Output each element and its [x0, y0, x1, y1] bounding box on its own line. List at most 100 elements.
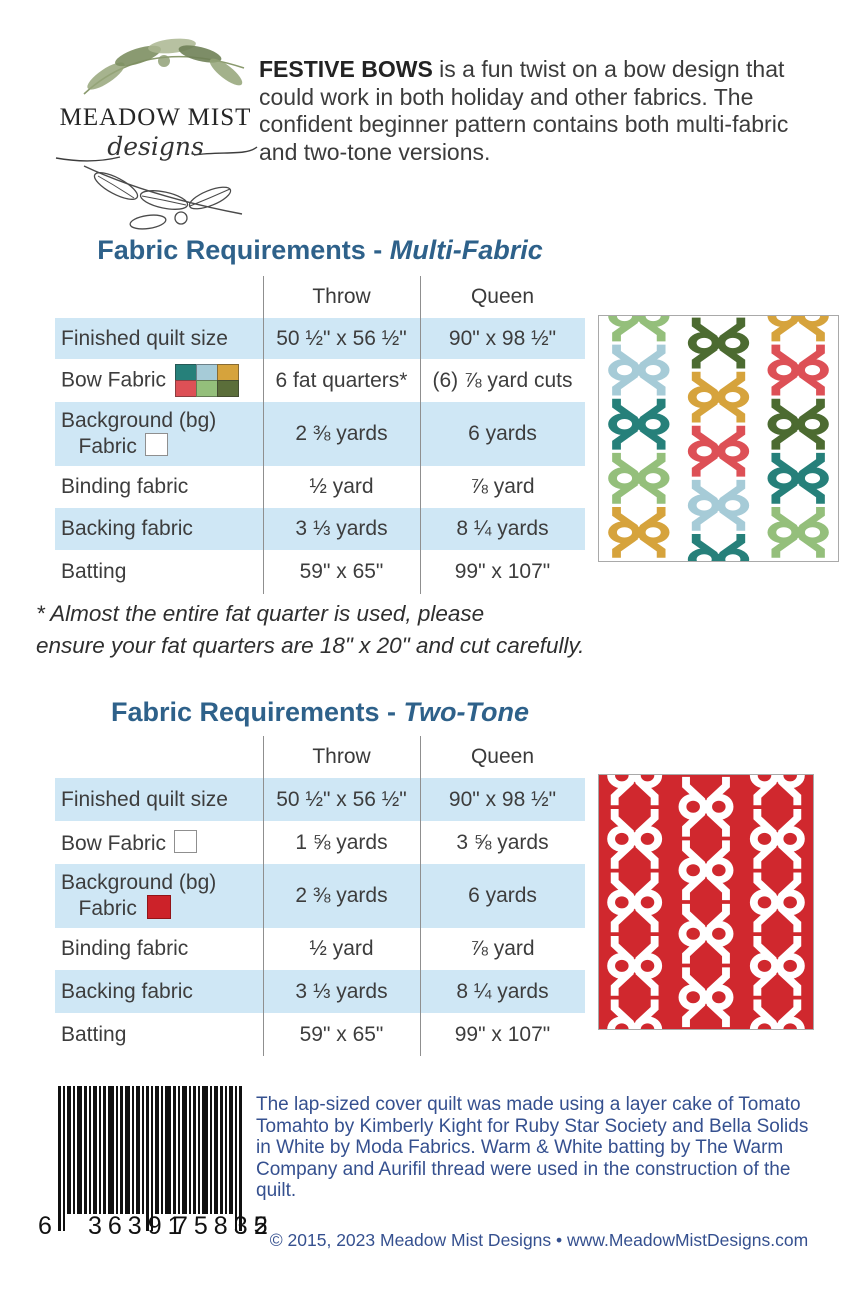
row-label-text: Binding fabric [61, 937, 189, 960]
barcode-bar [125, 1086, 130, 1214]
barcode-bar [225, 1086, 227, 1214]
intro-text: is a fun twist on a bow design that coul… [259, 56, 789, 165]
bow-block [678, 967, 734, 1028]
row-label-text: Finished quilt size [61, 326, 228, 350]
row-label-text: Bow Fabric [61, 831, 167, 855]
bow-block [608, 506, 670, 558]
barcode-bar [93, 1086, 97, 1214]
barcode-bar [84, 1086, 87, 1214]
barcode-bar [120, 1086, 123, 1214]
fabric-table-multi: Throw Queen Finished quilt size 50 ½" x 56 … [55, 276, 585, 594]
row-label-text: Finished quilt size [61, 787, 228, 811]
section-title-text: Fabric Requirements - [110, 697, 404, 727]
queen-value: 3 ⅝ yards [456, 830, 549, 854]
column-divider [263, 276, 264, 594]
swatch-cell [217, 363, 240, 381]
bow-block [607, 936, 663, 996]
row-label: Batting [55, 560, 263, 584]
row-label: Finished quilt size [55, 327, 263, 351]
barcode-bar [161, 1086, 163, 1214]
row-label-text: Background (bg) [61, 409, 217, 432]
bow-block [678, 840, 734, 901]
bow-block [749, 872, 805, 933]
bow-block [608, 316, 670, 342]
throw-value: ½ yard [309, 937, 374, 960]
column-header-throw: Throw [312, 745, 371, 768]
barcode-bar [220, 1086, 223, 1214]
footnote-line1: * Almost the entire fat quarter is used,… [36, 601, 485, 626]
barcode-bar [136, 1086, 140, 1214]
row-label: Binding fabric [55, 475, 263, 499]
barcode-bar [178, 1086, 180, 1214]
row-label-text: Backing fabric [61, 979, 193, 1003]
white-fabric-swatch [174, 829, 198, 853]
table-row: Batting 59" x 65" 99" x 107" [55, 1013, 585, 1056]
watercolor-leaves-icon [83, 38, 245, 95]
throw-value: 59" x 65" [299, 1022, 384, 1046]
section-title-multi-fabric: Fabric Requirements - Multi-Fabric [55, 235, 585, 266]
barcode-bar [193, 1086, 196, 1214]
barcode-bar [99, 1086, 101, 1214]
bow-block [607, 809, 663, 869]
column-header-queen: Queen [470, 745, 535, 768]
barcode-bar [210, 1086, 212, 1214]
logo-script-word: designs [107, 132, 204, 161]
bow-block [678, 903, 734, 964]
section-title-two-tone: Fabric Requirements - Two-Tone [55, 697, 585, 728]
barcode-bar [202, 1086, 208, 1214]
barcode-digits-group2: 75835 [174, 1212, 274, 1240]
bow-block [678, 776, 734, 837]
table-row: Backing fabric 3 ⅓ yards 8 ¼ yards [55, 508, 585, 550]
barcode-bar [89, 1086, 91, 1214]
queen-value: 6 yards [468, 884, 537, 907]
copyright-line[interactable]: © 2015, 2023 Meadow Mist Designs • www.M… [269, 1230, 809, 1250]
table-header-row: Throw Queen [55, 736, 585, 778]
queen-value: 8 ¼ yards [456, 517, 549, 540]
barcode-bar [229, 1086, 233, 1214]
section-title-text: Fabric Requirements - [97, 235, 390, 265]
throw-value: 59" x 65" [299, 560, 384, 583]
lineart-leaves-icon [83, 165, 243, 230]
queen-value: 90" x 98 ½" [448, 326, 557, 350]
table-row: Background (bg) Fabric 2 ⅜ yards 6 yards [55, 402, 585, 466]
barcode-bar [63, 1086, 65, 1231]
barcode-bar [165, 1086, 171, 1214]
bow-block [767, 452, 829, 504]
bow-block [749, 999, 805, 1029]
table-row: Background (bg) Fabric 2 ⅜ yards 6 yards [55, 864, 585, 928]
row-label: Bow Fabric [55, 829, 263, 856]
row-label: Background (bg) Fabric [55, 409, 263, 459]
throw-value: ½ yard [309, 475, 374, 498]
logo-wordmark: MEADOW MIST [59, 104, 252, 131]
throw-value: 3 ⅓ yards [295, 517, 388, 540]
cover-quilt-credits: The lap-sized cover quilt was made using… [256, 1094, 809, 1201]
throw-value: 2 ⅜ yards [295, 422, 388, 445]
intro-paragraph: FESTIVE BOWS is a fun twist on a bow des… [259, 56, 823, 166]
barcode-bar [151, 1086, 153, 1231]
bow-block [687, 425, 750, 477]
swatch-cell [196, 363, 219, 381]
row-label: Batting [55, 1023, 263, 1047]
upc-barcode: 6 36391 75835 2 [36, 1086, 268, 1256]
bow-block [749, 809, 805, 869]
table-row: Binding fabric ½ yard ⅞ yard [55, 928, 585, 970]
table-row: Bow Fabric 6 fat quarters* (6) ⅞ yard cuts [55, 359, 585, 402]
barcode-bar [235, 1086, 237, 1231]
bow-block [607, 872, 663, 933]
barcode-bar [239, 1086, 242, 1231]
pattern-name: FESTIVE BOWS [259, 56, 433, 82]
swatch-cell [196, 379, 219, 397]
table-row: Bow Fabric 1 ⅝ yards 3 ⅝ yards [55, 821, 585, 864]
row-label: Backing fabric [55, 980, 263, 1004]
queen-value: 8 ¼ yards [456, 979, 549, 1003]
barcode-digit-left: 6 [38, 1212, 52, 1240]
row-label-text2: Fabric [61, 435, 137, 458]
barcode-bars [58, 1086, 242, 1231]
bow-block [687, 479, 750, 531]
two-tone-quilt-image [598, 774, 814, 1030]
bow-block [608, 452, 670, 504]
row-label: Background (bg) Fabric [55, 871, 263, 921]
barcode-bar [77, 1086, 82, 1214]
bow-block [607, 775, 663, 806]
